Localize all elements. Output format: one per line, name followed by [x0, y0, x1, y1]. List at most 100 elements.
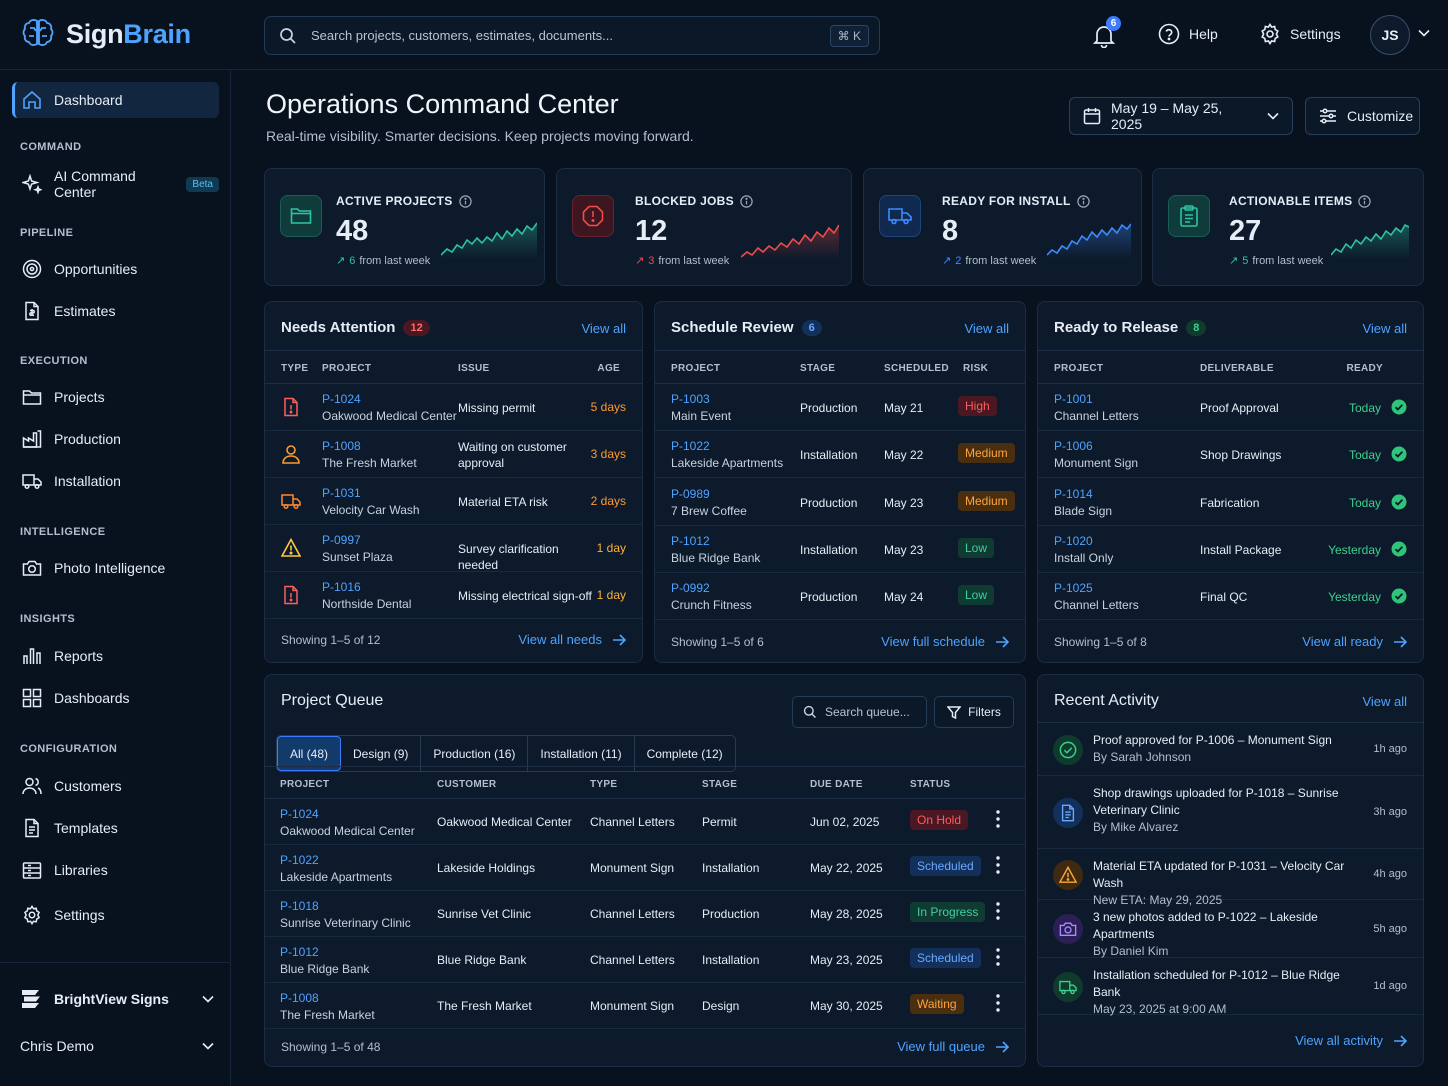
settings-button[interactable]: Settings	[1259, 23, 1341, 45]
table-row[interactable]: P-1025 Channel Letters Final QC Yesterda…	[1038, 573, 1423, 621]
more-vertical-icon[interactable]	[996, 948, 1000, 966]
project-id[interactable]: P-1014	[1054, 486, 1093, 501]
table-row[interactable]: P-1016 Northside Dental Missing electric…	[265, 572, 642, 619]
sidebar-item-installation[interactable]: Installation	[12, 463, 219, 499]
customize-button[interactable]: Customize	[1305, 97, 1420, 135]
project-id[interactable]: P-1022	[671, 439, 710, 454]
project-id[interactable]: P-1016	[322, 580, 361, 594]
view-all-link[interactable]: View all	[581, 321, 626, 336]
user-menu[interactable]: Chris Demo	[20, 1038, 214, 1054]
project-id[interactable]: P-1024	[280, 807, 319, 821]
org-name: BrightView Signs	[54, 991, 169, 1007]
sidebar-item-projects[interactable]: Projects	[12, 379, 219, 415]
table-row[interactable]: P-1022 Lakeside Apartments Lakeside Hold…	[265, 845, 1025, 891]
tab-installation[interactable]: Installation (11)	[528, 736, 635, 771]
org-switcher[interactable]: BrightView Signs	[20, 988, 214, 1010]
view-all-ready-link[interactable]: View all ready	[1302, 634, 1407, 649]
project-id[interactable]: P-0992	[671, 581, 710, 596]
activity-item[interactable]: Shop drawings uploaded for P-1018 – Sunr…	[1038, 776, 1423, 849]
kpi-actionable-items[interactable]: ACTIONABLE ITEMS 27 ↗ 5 from last week	[1152, 168, 1424, 286]
table-row[interactable]: P-1018 Sunrise Veterinary Clinic Sunrise…	[265, 891, 1025, 937]
project-id[interactable]: P-1018	[280, 899, 319, 913]
tab-design[interactable]: Design (9)	[341, 736, 422, 771]
tab-complete[interactable]: Complete (12)	[646, 746, 723, 761]
help-button[interactable]: Help	[1158, 23, 1218, 45]
table-row[interactable]: P-0997 Sunset Plaza Survey clarification…	[265, 525, 642, 572]
risk-badge: Medium	[958, 490, 1015, 511]
sidebar-item-ai-command-center[interactable]: AI Command Center Beta	[12, 166, 219, 202]
kpi-ready-for-install[interactable]: READY FOR INSTALL 8 ↗ 2 from last week	[863, 168, 1142, 286]
table-row[interactable]: P-1008 The Fresh Market The Fresh Market…	[265, 983, 1025, 1029]
table-row[interactable]: P-1024 Oakwood Medical Center Missing pe…	[265, 384, 642, 431]
more-vertical-icon[interactable]	[996, 810, 1000, 828]
table-row[interactable]: P-1003 Main Event Production May 21 High	[655, 384, 1025, 431]
project-id[interactable]: P-1008	[322, 439, 361, 453]
activity-item[interactable]: Proof approved for P-1006 – Monument Sig…	[1038, 723, 1423, 776]
project-id[interactable]: P-1001	[1054, 392, 1093, 406]
search-input[interactable]	[311, 28, 816, 43]
table-row[interactable]: P-0992 Crunch Fitness Production May 24 …	[655, 573, 1025, 621]
queue-search[interactable]	[792, 696, 927, 728]
project-id[interactable]: P-1006	[1054, 439, 1093, 454]
view-all-link[interactable]: View all	[1362, 321, 1407, 336]
queue-search-input[interactable]	[825, 705, 920, 719]
filters-button[interactable]: Filters	[934, 696, 1014, 728]
sidebar-item-libraries[interactable]: Libraries	[12, 852, 219, 888]
table-row[interactable]: P-1024 Oakwood Medical Center Oakwood Me…	[265, 799, 1025, 845]
sidebar-item-reports[interactable]: Reports	[12, 638, 219, 674]
table-row[interactable]: P-1012 Blue Ridge Bank Installation May …	[655, 526, 1025, 573]
project-id[interactable]: P-1020	[1054, 533, 1093, 548]
project-id[interactable]: P-1031	[322, 486, 361, 500]
table-row[interactable]: P-0989 7 Brew Coffee Production May 23 M…	[655, 479, 1025, 526]
sidebar-item-photo-intelligence[interactable]: Photo Intelligence	[12, 550, 219, 586]
table-row[interactable]: P-1031 Velocity Car Wash Material ETA ri…	[265, 478, 642, 525]
table-row[interactable]: P-1022 Lakeside Apartments Installation …	[655, 431, 1025, 479]
view-all-needs-link[interactable]: View all needs	[518, 632, 626, 647]
sidebar-item-dashboard[interactable]: Dashboard	[12, 82, 219, 118]
home-icon	[22, 90, 42, 110]
table-row[interactable]: P-1001 Channel Letters Proof Approval To…	[1038, 384, 1423, 431]
avatar[interactable]: JS	[1370, 15, 1410, 55]
view-full-queue-link[interactable]: View full queue	[897, 1039, 1009, 1054]
sidebar-item-settings[interactable]: Settings	[12, 897, 219, 933]
project-id[interactable]: P-1025	[1054, 581, 1093, 596]
project-id[interactable]: P-0997	[322, 533, 361, 547]
sidebar-item-opportunities[interactable]: Opportunities	[12, 251, 219, 287]
table-row[interactable]: P-1020 Install Only Install Package Yest…	[1038, 526, 1423, 573]
kpi-active-projects[interactable]: ACTIVE PROJECTS 48 ↗ 6 from last week	[264, 168, 545, 286]
sidebar-item-production[interactable]: Production	[12, 421, 219, 457]
table-row[interactable]: P-1008 The Fresh Market Waiting on custo…	[265, 431, 642, 478]
tab-production[interactable]: Production (16)	[421, 736, 529, 771]
table-row[interactable]: P-1012 Blue Ridge Bank Blue Ridge Bank C…	[265, 937, 1025, 983]
more-vertical-icon[interactable]	[996, 902, 1000, 920]
view-all-link[interactable]: View all	[964, 321, 1009, 336]
project-id[interactable]: P-1024	[322, 392, 361, 406]
project-id[interactable]: P-1008	[280, 991, 319, 1005]
project-id[interactable]: P-1012	[671, 533, 710, 548]
sidebar-item-dashboards[interactable]: Dashboards	[12, 680, 219, 716]
project-id[interactable]: P-1022	[280, 853, 319, 867]
activity-item[interactable]: 3 new photos added to P-1022 – Lakeside …	[1038, 900, 1423, 958]
table-row[interactable]: P-1014 Blade Sign Fabrication Today	[1038, 479, 1423, 526]
sidebar-item-templates[interactable]: Templates	[12, 810, 219, 846]
view-all-link[interactable]: View all	[1362, 694, 1407, 709]
section-insights: INSIGHTS	[20, 613, 76, 625]
activity-item[interactable]: Installation scheduled for P-1012 – Blue…	[1038, 958, 1423, 1016]
date-range-picker[interactable]: May 19 – May 25, 2025	[1069, 97, 1293, 135]
kpi-blocked-jobs[interactable]: BLOCKED JOBS 12 ↗ 3 from last week	[556, 168, 852, 286]
activity-item[interactable]: Material ETA updated for P-1031 – Veloci…	[1038, 849, 1423, 907]
view-full-schedule-link[interactable]: View full schedule	[881, 634, 1009, 649]
sidebar-item-customers[interactable]: Customers	[12, 768, 219, 804]
more-vertical-icon[interactable]	[996, 994, 1000, 1012]
global-search[interactable]: ⌘ K	[264, 16, 880, 55]
view-all-activity-link[interactable]: View all activity	[1295, 1033, 1407, 1048]
project-id[interactable]: P-0989	[671, 486, 710, 501]
more-vertical-icon[interactable]	[996, 856, 1000, 874]
project-id[interactable]: P-1012	[280, 945, 319, 959]
table-row[interactable]: P-1006 Monument Sign Shop Drawings Today	[1038, 431, 1423, 479]
chevron-down-icon[interactable]	[1418, 29, 1430, 37]
project-id[interactable]: P-1003	[671, 392, 710, 406]
sidebar-item-estimates[interactable]: Estimates	[12, 293, 219, 329]
tab-all[interactable]: All (48)	[277, 736, 342, 771]
app-logo[interactable]: SignBrain	[20, 16, 191, 52]
